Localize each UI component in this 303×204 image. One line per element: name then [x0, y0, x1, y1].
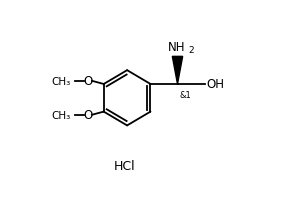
Text: OH: OH — [207, 78, 225, 91]
Text: O: O — [84, 75, 93, 88]
Text: &1: &1 — [179, 90, 191, 99]
Text: 2: 2 — [189, 45, 195, 54]
Text: HCl: HCl — [114, 159, 135, 172]
Text: O: O — [84, 109, 93, 122]
Text: NH: NH — [168, 41, 185, 54]
Polygon shape — [172, 57, 183, 85]
Text: CH₃: CH₃ — [52, 110, 71, 120]
Text: CH₃: CH₃ — [52, 76, 71, 86]
